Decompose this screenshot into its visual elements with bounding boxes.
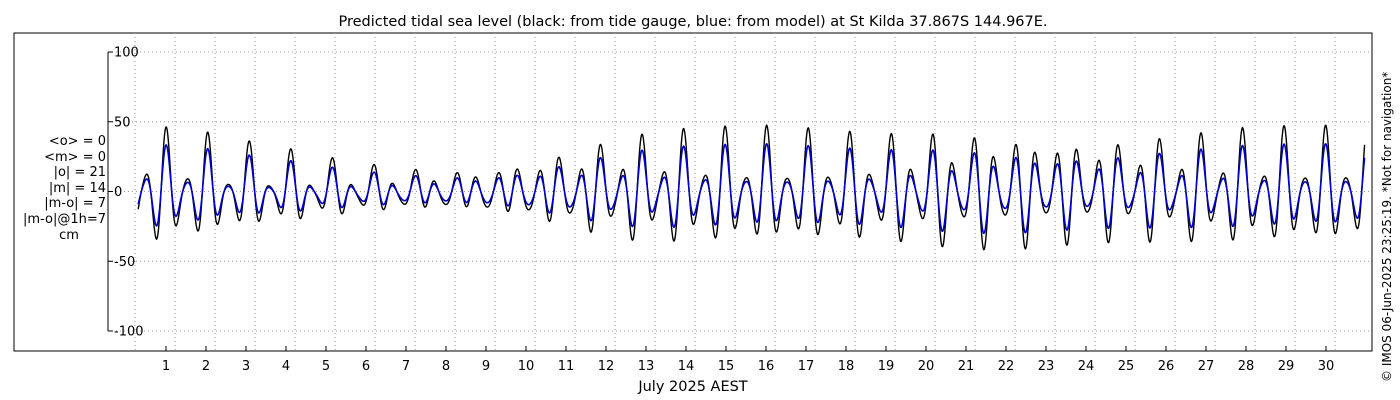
y-tick-label: 0 (114, 185, 122, 200)
x-tick-label: 23 (1038, 359, 1055, 374)
statistics-panel: <o> = 0 <m> = 0 |o| = 21 |m| = 14 |m-o| … (22, 134, 106, 243)
x-axis: 1 2 3 4 5 6 7 8 9 10 11 12 13 14 15 16 17 18 19 20 21 22 23 24 2… (162, 346, 1334, 374)
stat-abs-observed: |o| = 21 (53, 165, 106, 181)
stat-abs-difference: |m-o| = 7 (44, 196, 106, 212)
stat-unit: cm (59, 227, 79, 243)
y-tick-label: 50 (114, 115, 131, 130)
series-layer (137, 124, 1366, 251)
x-axis-label: July 2025 AEST (637, 379, 747, 395)
x-tick-label: 6 (362, 359, 370, 374)
x-tick-label: 7 (402, 359, 410, 374)
x-tick-label: 11 (558, 359, 575, 374)
x-tick-label: 12 (598, 359, 615, 374)
y-axis: -100 -50 0 50 100 (107, 46, 144, 340)
x-tick-label: 22 (998, 359, 1015, 374)
x-tick-label: 18 (838, 359, 855, 374)
grid-layer (108, 33, 1370, 351)
x-tick-label: 20 (918, 359, 935, 374)
x-tick-label: 13 (638, 359, 655, 374)
x-tick-label: 3 (242, 359, 250, 374)
gauge-series-line (137, 124, 1366, 251)
stat-abs-difference-1h: |m-o|@1h=7 (23, 211, 106, 227)
y-tick-label: 100 (114, 46, 139, 61)
x-tick-label: 1 (162, 359, 170, 374)
x-tick-label: 4 (282, 359, 290, 374)
x-tick-label: 16 (758, 359, 775, 374)
x-tick-label: 28 (1238, 359, 1255, 374)
x-tick-label: 5 (322, 359, 330, 374)
copyright-notice: © IMOS 06-Jun-2025 23:25:19. *Not for na… (1380, 71, 1394, 382)
x-tick-label: 8 (442, 359, 450, 374)
y-tick-label: -100 (114, 325, 144, 340)
x-tick-label: 10 (518, 359, 535, 374)
stat-mean-observed: <o> = 0 (48, 134, 106, 149)
x-tick-label: 26 (1158, 359, 1175, 374)
plot-frame (13, 32, 1373, 352)
x-tick-label: 19 (878, 359, 895, 374)
stat-abs-model: |m| = 14 (48, 180, 106, 196)
x-tick-label: 9 (482, 359, 490, 374)
y-tick-label: -50 (114, 255, 135, 270)
x-tick-label: 30 (1318, 359, 1335, 374)
x-tick-label: 2 (202, 359, 210, 374)
x-tick-label: 29 (1278, 359, 1295, 374)
model-series-line (137, 142, 1366, 235)
x-tick-label: 17 (798, 359, 815, 374)
x-tick-label: 24 (1078, 359, 1095, 374)
x-tick-label: 21 (958, 359, 975, 374)
chart-title: Predicted tidal sea level (black: from t… (338, 14, 1047, 30)
x-tick-label: 25 (1118, 359, 1135, 374)
x-tick-label: 15 (718, 359, 735, 374)
stat-mean-model: <m> = 0 (44, 149, 106, 165)
x-tick-label: 14 (678, 359, 695, 374)
x-tick-label: 27 (1198, 359, 1215, 374)
